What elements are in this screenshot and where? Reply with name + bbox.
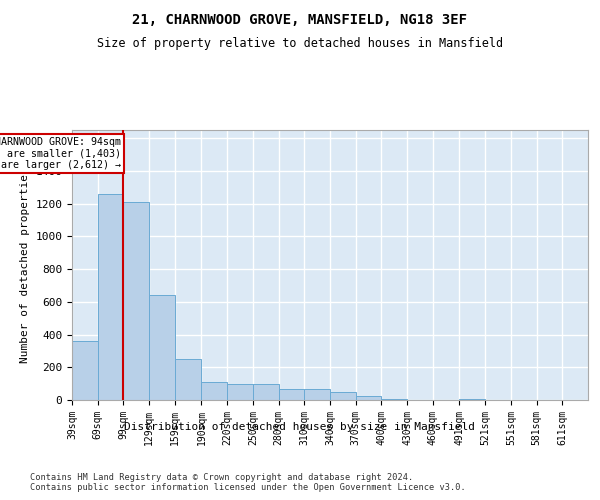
Text: 21, CHARNWOOD GROVE, MANSFIELD, NG18 3EF: 21, CHARNWOOD GROVE, MANSFIELD, NG18 3EF: [133, 12, 467, 26]
Text: Size of property relative to detached houses in Mansfield: Size of property relative to detached ho…: [97, 38, 503, 51]
Bar: [124, 202, 149, 400]
Bar: [202, 382, 227, 400]
Bar: [98, 194, 124, 400]
Bar: [304, 390, 330, 400]
Text: Contains HM Land Registry data © Crown copyright and database right 2024.
Contai: Contains HM Land Registry data © Crown c…: [30, 472, 466, 492]
Bar: [149, 296, 175, 400]
Bar: [278, 388, 304, 400]
Bar: [227, 384, 253, 400]
Bar: [72, 341, 98, 400]
Bar: [356, 396, 382, 400]
Text: 21 CHARNWOOD GROVE: 94sqm
  ← 35% of detached houses are smaller (1,403)
  65% o: 21 CHARNWOOD GROVE: 94sqm ← 35% of detac…: [0, 136, 121, 170]
Bar: [382, 399, 407, 400]
Y-axis label: Number of detached properties: Number of detached properties: [20, 167, 30, 363]
Bar: [175, 359, 202, 400]
Bar: [253, 384, 278, 400]
Bar: [460, 399, 485, 400]
Text: Distribution of detached houses by size in Mansfield: Distribution of detached houses by size …: [125, 422, 476, 432]
Bar: [330, 392, 356, 400]
